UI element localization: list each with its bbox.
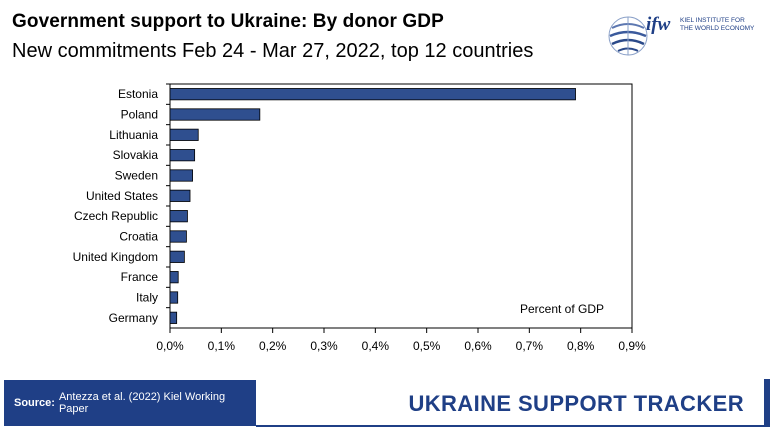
logo-mark: ifw bbox=[646, 14, 671, 35]
x-tick-label: 0,0% bbox=[156, 339, 184, 353]
logo-line1: KIEL INSTITUTE FOR bbox=[680, 17, 745, 24]
source-label: Source: bbox=[14, 397, 55, 409]
x-axis-title: Percent of GDP bbox=[520, 302, 604, 316]
bar bbox=[169, 128, 199, 141]
globe-icon bbox=[608, 16, 648, 56]
y-tick-label: United Kingdom bbox=[73, 250, 158, 264]
chart-subtitle: New commitments Feb 24 - Mar 27, 2022, t… bbox=[12, 40, 534, 62]
x-tick-label: 0,7% bbox=[516, 339, 544, 353]
y-tick-label: Croatia bbox=[119, 230, 158, 244]
x-tick-label: 0,3% bbox=[310, 339, 338, 353]
y-tick-label: Slovakia bbox=[113, 148, 159, 162]
bar bbox=[169, 189, 191, 202]
y-tick-label: Estonia bbox=[118, 87, 158, 101]
bar bbox=[169, 291, 179, 304]
bar-chart: Percent of GDP Estonia Poland Lithuania Slo… bbox=[73, 83, 646, 353]
x-tick-label: 0,1% bbox=[208, 339, 236, 353]
y-tick-label: Italy bbox=[136, 291, 158, 305]
x-tick-label: 0,5% bbox=[413, 339, 441, 353]
footer-divider bbox=[256, 425, 770, 427]
y-tick-label: France bbox=[121, 270, 159, 284]
chart-title: Government support to Ukraine: By donor … bbox=[12, 11, 444, 32]
x-tick-label: 0,9% bbox=[618, 339, 646, 353]
source-box: Source: Antezza et al. (2022) Kiel Worki… bbox=[4, 380, 256, 426]
x-tick-label: 0,4% bbox=[362, 339, 390, 353]
bar bbox=[169, 311, 178, 324]
bar bbox=[169, 271, 179, 284]
logo-line2: THE WORLD ECONOMY bbox=[680, 25, 755, 32]
y-tick-label: Sweden bbox=[115, 169, 158, 183]
y-tick-label: Germany bbox=[109, 311, 158, 325]
bar bbox=[169, 149, 196, 162]
x-tick-label: 0,8% bbox=[567, 339, 595, 353]
footer-edge bbox=[764, 379, 770, 427]
bar bbox=[169, 108, 261, 121]
bar bbox=[169, 210, 188, 223]
y-tick-label: Lithuania bbox=[109, 128, 158, 142]
bar bbox=[169, 169, 193, 182]
y-tick-label: Czech Republic bbox=[74, 209, 158, 223]
bar bbox=[169, 230, 187, 243]
x-tick-label: 0,6% bbox=[464, 339, 492, 353]
source-text: Antezza et al. (2022) Kiel Working Paper bbox=[58, 391, 226, 415]
x-tick-label: 0,2% bbox=[259, 339, 287, 353]
ifw-logo: ifw KIEL INSTITUTE FOR THE WORLD ECONOMY bbox=[608, 14, 755, 56]
bar bbox=[169, 88, 576, 101]
tracker-title: UKRAINE SUPPORT TRACKER bbox=[408, 391, 744, 416]
y-tick-label: Poland bbox=[121, 108, 158, 122]
bar bbox=[169, 250, 185, 263]
plot-area bbox=[169, 83, 633, 329]
y-tick-label: United States bbox=[86, 189, 158, 203]
